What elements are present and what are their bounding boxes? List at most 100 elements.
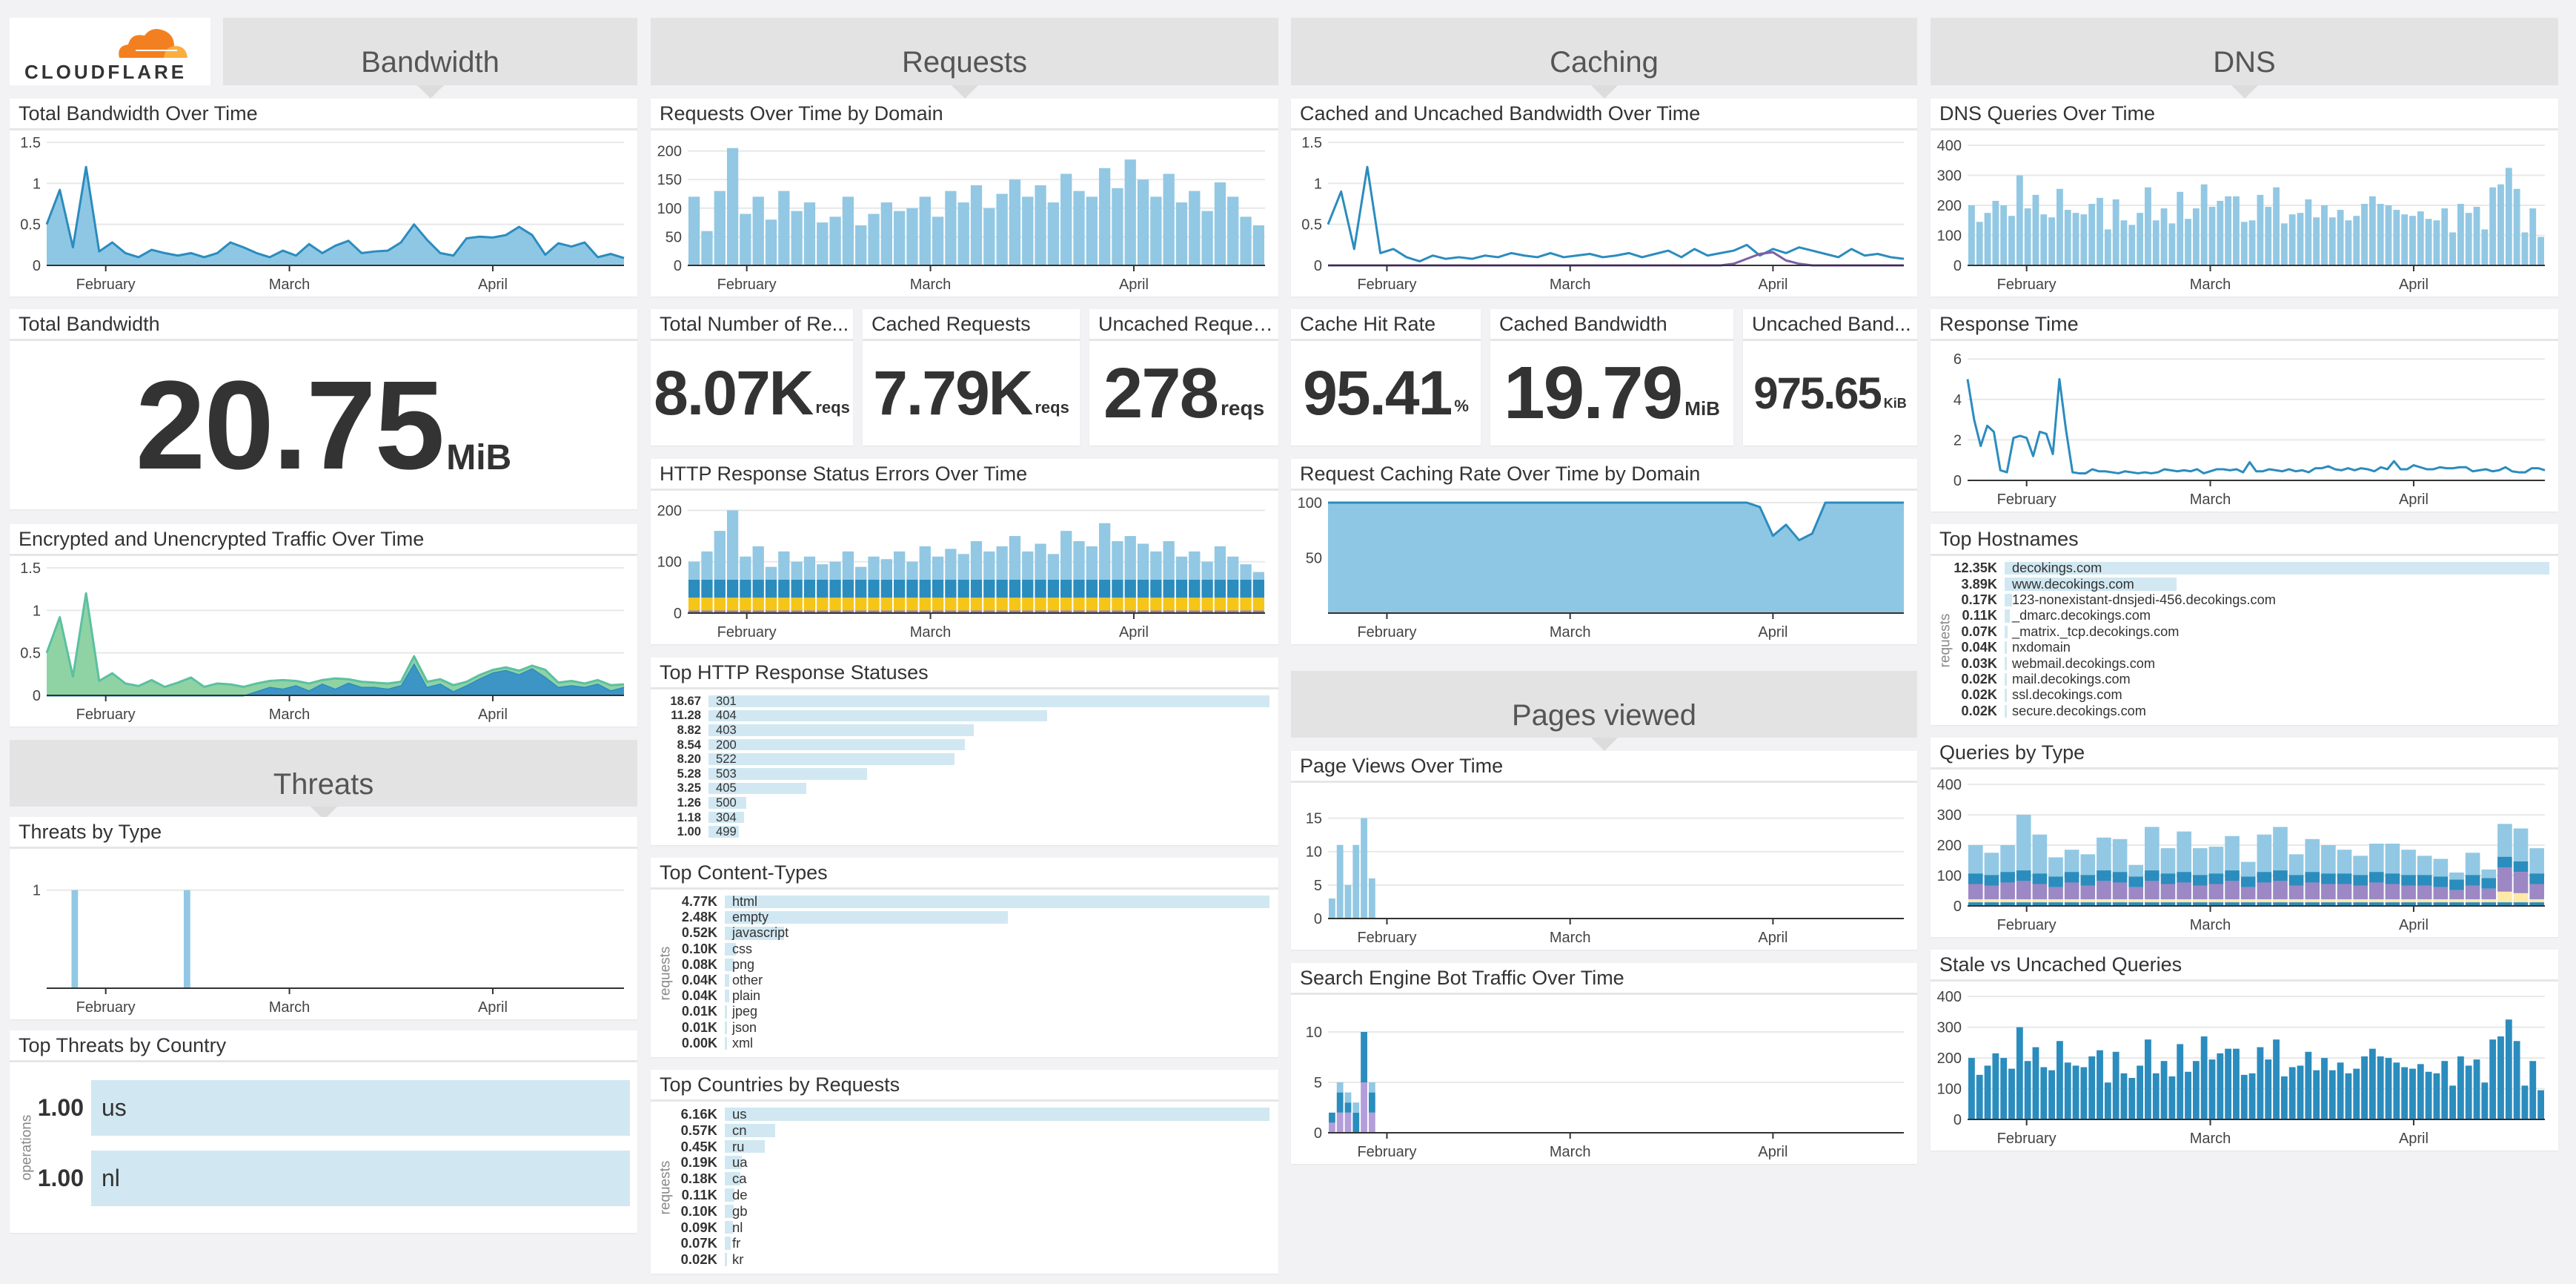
toplist-row[interactable]: 0.09K nl <box>651 1220 1278 1236</box>
bar <box>1175 579 1188 598</box>
bar <box>906 561 918 580</box>
widget-dns-queries-over-time[interactable]: DNS Queries Over Time 0 100 200 300 400 Febru… <box>1931 99 2558 297</box>
toplist-row[interactable]: 5.28 503 <box>651 767 1278 781</box>
toplist-row[interactable]: 8.20 522 <box>651 752 1278 767</box>
chart-svg: 50 100 February March April <box>1298 495 1904 641</box>
toplist-row[interactable]: 8.82 403 <box>651 723 1278 738</box>
bar <box>2529 902 2544 906</box>
toplist-row[interactable]: 0.07K fr <box>651 1235 1278 1251</box>
widget-http-errors-over-time[interactable]: HTTP Response Status Errors Over Time 0 1… <box>651 459 1278 644</box>
widget-top-hostnames[interactable]: Top Hostnames requests 12.35K decokings.co… <box>1931 524 2558 725</box>
widget-cached-bandwidth[interactable]: Cached Bandwidth 19.79 MiB <box>1490 309 1733 446</box>
widget-total-bandwidth-over-time[interactable]: Total Bandwidth Over Time 0 0.5 1 1.5 Februa… <box>10 99 637 297</box>
toplist-row[interactable]: 3.25 405 <box>651 781 1278 796</box>
toplist-row[interactable]: 0.10K gb <box>651 1203 1278 1220</box>
toplist-row[interactable]: 1.00 us <box>10 1079 637 1137</box>
toplist-row[interactable]: 0.01K jpeg <box>651 1004 1278 1019</box>
widget-page-views-over-time[interactable]: Page Views Over Time 0 5 10 15 February March… <box>1291 751 1917 950</box>
toplist-row[interactable]: 0.17K 123-nonexistant-dnsjedi-456.decokin… <box>1931 592 2558 608</box>
bar <box>2361 204 2368 265</box>
toplist-row[interactable]: 0.00K xml <box>651 1036 1278 1051</box>
widget-cached-requests[interactable]: Cached Requests 7.79K reqs <box>863 309 1080 446</box>
bar <box>2265 207 2272 265</box>
toplist-row[interactable]: 0.02K ssl.decokings.com <box>1931 687 2558 703</box>
bar <box>2321 902 2336 906</box>
widget-threats-by-type[interactable]: Threats by Type 1 February March April <box>10 817 637 1019</box>
toplist-row[interactable]: 6.16K us <box>651 1106 1278 1122</box>
bar <box>2257 899 2272 903</box>
widget-cached-uncached-bandwidth[interactable]: Cached and Uncached Bandwidth Over Time … <box>1291 99 1917 297</box>
toplist-row[interactable]: 0.11K de <box>651 1187 1278 1203</box>
bar <box>2417 856 2432 876</box>
toplist-row[interactable]: 0.02K kr <box>651 1251 1278 1268</box>
widget-queries-by-type[interactable]: Queries by Type 0 100 200 300 400 February Mar… <box>1931 738 2558 937</box>
widget-top-threats-by-country[interactable]: Top Threats by Country operations 1.00 us 1… <box>10 1030 637 1233</box>
toplist-row[interactable]: 1.00 nl <box>10 1149 637 1208</box>
toplist-row[interactable]: 0.57K cn <box>651 1122 1278 1139</box>
widget-total-requests[interactable]: Total Number of Re... 8.07K reqs <box>651 309 853 446</box>
toplist-row[interactable]: 0.01K json <box>651 1020 1278 1036</box>
toplist-row[interactable]: 0.11K _dmarc.decokings.com <box>1931 608 2558 623</box>
y-tick-label: 0 <box>33 688 41 704</box>
toplist-row[interactable]: 0.08K png <box>651 957 1278 973</box>
bar <box>2305 838 2320 873</box>
widget-top-http-statuses[interactable]: Top HTTP Response Statuses 18.67 301 11.28… <box>651 658 1278 845</box>
widget-uncached-requests[interactable]: Uncached Requests 278 reqs <box>1089 309 1278 446</box>
widget-top-content-types[interactable]: Top Content-Types requests 4.77K html 2.48K… <box>651 858 1278 1057</box>
toplist-row[interactable]: 0.52K javascript <box>651 925 1278 941</box>
bar <box>996 579 1008 598</box>
bar <box>868 214 880 265</box>
widget-response-time[interactable]: Response Time 0 2 4 6 February March April <box>1931 309 2558 512</box>
toplist-row[interactable]: 2.48K empty <box>651 910 1278 925</box>
toplist-row[interactable]: 3.89K www.decokings.com <box>1931 576 2558 592</box>
toplist-row[interactable]: 0.03K webmail.decokings.com <box>1931 655 2558 671</box>
toplist-row[interactable]: 0.04K other <box>651 973 1278 988</box>
toplist-row[interactable]: 18.67 301 <box>651 694 1278 709</box>
bar <box>2048 217 2056 265</box>
bar <box>2128 864 2144 877</box>
y-tick-label: 6 <box>1953 351 1962 368</box>
toplist-row[interactable]: 8.54 200 <box>651 738 1278 752</box>
toplist-row[interactable]: 0.10K css <box>651 942 1278 957</box>
toplist-row[interactable]: 0.02K secure.decokings.com <box>1931 704 2558 719</box>
toplist-row[interactable]: 0.02K mail.decokings.com <box>1931 672 2558 687</box>
widget-requests-over-time[interactable]: Requests Over Time by Domain 0 50 100 150 20… <box>651 99 1278 297</box>
widget-uncached-bandwidth[interactable]: Uncached Band... 975.65 KiB <box>1743 309 1917 446</box>
toplist-row[interactable]: 0.18K ca <box>651 1171 1278 1187</box>
toplist-row[interactable]: 0.45K ru <box>651 1139 1278 1155</box>
bar <box>1175 610 1188 613</box>
bar <box>1098 598 1111 611</box>
toplist-row[interactable]: 1.00 499 <box>651 824 1278 839</box>
chart-svg: 0 100 200 300 400 February March April <box>1937 777 2545 933</box>
widget-request-caching-rate[interactable]: Request Caching Rate Over Time by Domain… <box>1291 459 1917 644</box>
toplist-row[interactable]: 0.04K nxdomain <box>1931 640 2558 655</box>
pointer-icon <box>310 807 337 820</box>
toplist-row[interactable]: 0.07K _matrix._tcp.decokings.com <box>1931 624 2558 640</box>
bar <box>2481 902 2497 906</box>
y-tick-label: 0 <box>33 258 41 274</box>
bar <box>752 610 764 613</box>
widget-stale-vs-uncached-queries[interactable]: Stale vs Uncached Queries 0 100 200 300 400 F… <box>1931 950 2558 1151</box>
bar <box>752 196 764 265</box>
toplist-row[interactable]: 1.26 500 <box>651 795 1278 810</box>
widget-total-bandwidth[interactable]: Total Bandwidth 20.75 MiB <box>10 309 637 509</box>
bar <box>701 598 713 611</box>
bar <box>2288 885 2304 899</box>
bar <box>880 579 892 598</box>
bar <box>2465 885 2480 899</box>
toplist-row[interactable]: 12.35K decokings.com <box>1931 560 2558 576</box>
toplist-row[interactable]: 1.18 304 <box>651 810 1278 825</box>
toplist-row[interactable]: 11.28 404 <box>651 708 1278 724</box>
bar <box>2145 1039 2151 1119</box>
row-value: 0.45K <box>680 1138 717 1154</box>
toplist-row[interactable]: 0.04K plain <box>651 988 1278 1004</box>
toplist-row[interactable]: 0.19K ua <box>651 1154 1278 1171</box>
widget-cache-hit-rate[interactable]: Cache Hit Rate 95.41% <box>1291 309 1481 446</box>
widget-top-countries[interactable]: Top Countries by Requests requests 6.16K u… <box>651 1070 1278 1274</box>
bar <box>2321 1058 2328 1119</box>
toplist-row[interactable]: 4.77K html <box>651 894 1278 910</box>
bar <box>2337 210 2344 265</box>
row-bar <box>725 1253 727 1266</box>
widget-encrypted-traffic[interactable]: Encrypted and Unencrypted Traffic Over T… <box>10 524 637 727</box>
widget-search-engine-bot-traffic[interactable]: Search Engine Bot Traffic Over Time 0 5 10… <box>1291 963 1917 1164</box>
